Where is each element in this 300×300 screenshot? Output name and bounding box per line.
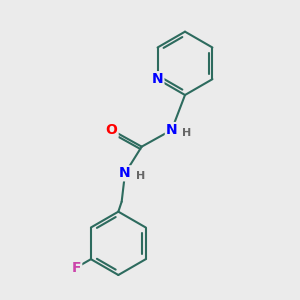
Text: H: H	[182, 128, 192, 138]
Text: H: H	[136, 171, 145, 181]
Text: O: O	[106, 123, 118, 137]
Text: N: N	[152, 72, 164, 86]
Text: F: F	[72, 260, 81, 274]
Text: N: N	[119, 166, 131, 180]
Text: N: N	[166, 123, 178, 137]
